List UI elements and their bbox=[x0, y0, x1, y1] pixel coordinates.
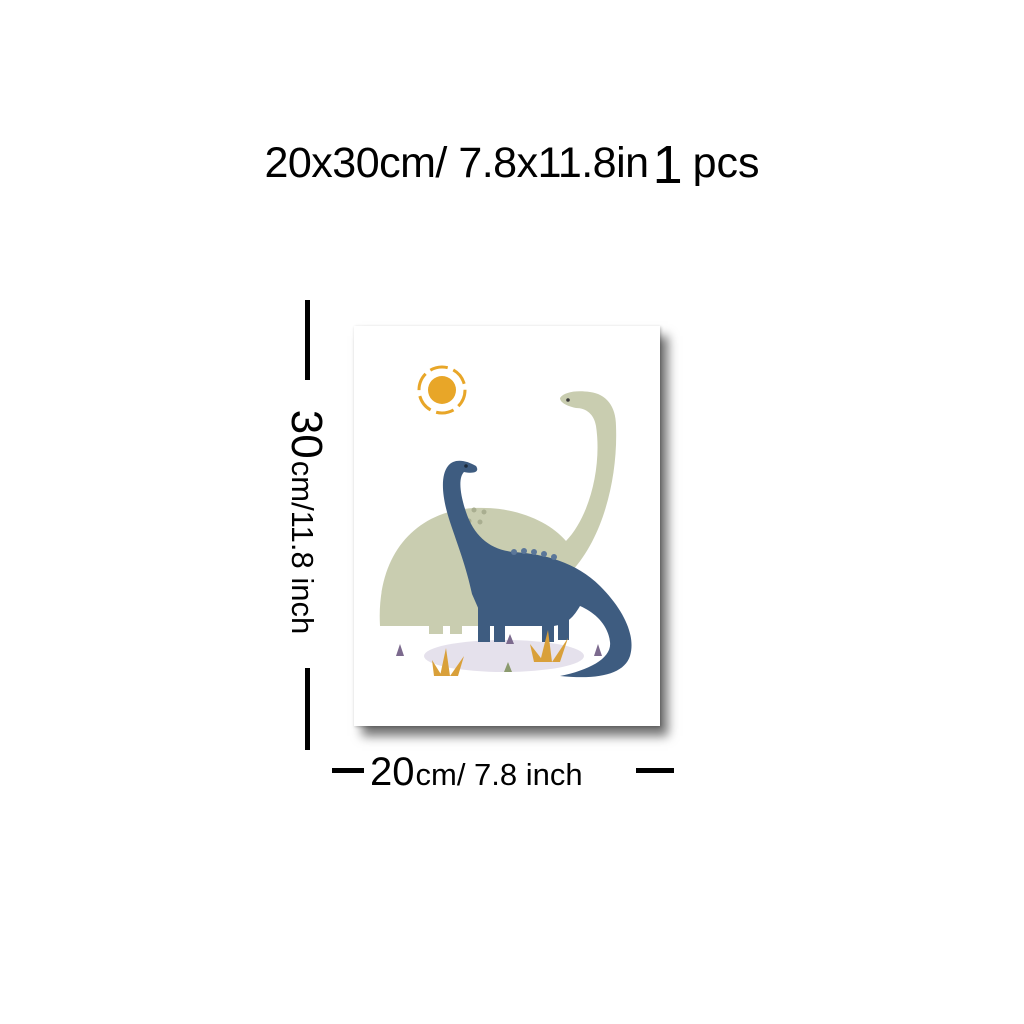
dinosaur-artwork bbox=[379, 365, 632, 678]
poster-print bbox=[354, 326, 660, 726]
width-dimension-line-right bbox=[636, 768, 674, 773]
height-dimension-label: 30cm/11.8 inch bbox=[282, 409, 331, 635]
small-dinosaur bbox=[442, 460, 632, 678]
width-dimension-line-left bbox=[332, 768, 364, 773]
dino-ridge bbox=[511, 548, 557, 560]
size-text: 20x30cm/ 7.8x11.8in bbox=[264, 139, 649, 187]
quantity-number: 1 bbox=[652, 135, 683, 195]
grass-tufts bbox=[432, 630, 568, 676]
quantity-unit: pcs bbox=[692, 139, 760, 187]
sprouts bbox=[396, 634, 602, 672]
width-unit: cm/ 7.8 inch bbox=[415, 757, 583, 792]
width-value: 20 bbox=[370, 750, 415, 794]
width-dimension-label: 20cm/ 7.8 inch bbox=[370, 752, 583, 792]
height-dimension-line-top bbox=[305, 300, 310, 380]
sun-icon bbox=[417, 365, 467, 415]
size-headline: 20x30cm/ 7.8x11.8in1 pcs bbox=[0, 132, 1024, 192]
height-dimension-line-bottom bbox=[305, 668, 310, 750]
height-value: 30 bbox=[282, 409, 331, 459]
height-unit: cm/11.8 inch bbox=[285, 460, 320, 635]
